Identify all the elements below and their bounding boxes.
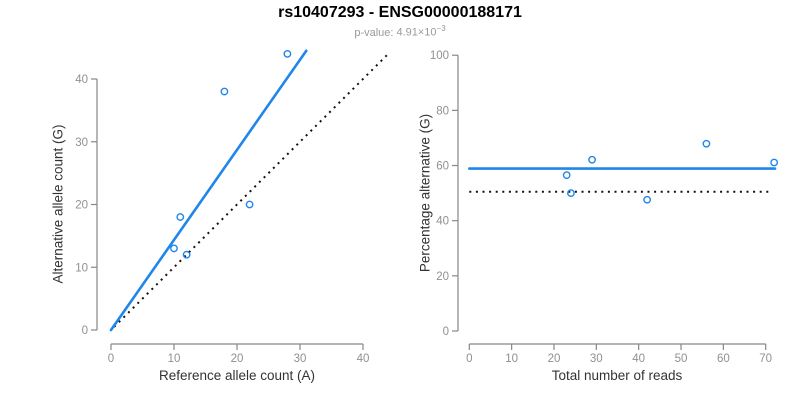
pvalue-label: p-value:: [354, 26, 394, 39]
data-point-left: [245, 200, 254, 209]
y-tick-label-right: 40: [436, 216, 449, 228]
y-tick-label-right: 80: [436, 105, 449, 117]
y-tick-label-left: 30: [75, 137, 88, 149]
y-tick-label-left: 40: [75, 74, 88, 86]
y-tick-label-right: 0: [443, 326, 449, 338]
y-tick-label-left: 0: [82, 325, 88, 337]
data-point-right: [567, 189, 575, 198]
plot-subtitle: p-value: 4.91×10−3: [0, 24, 800, 39]
x-axis-label-right: Total number of reads: [551, 368, 683, 383]
data-point-right: [770, 158, 779, 167]
data-point-right: [643, 195, 652, 204]
pvalue-exponent: −3: [436, 24, 446, 33]
data-point-left: [176, 213, 185, 221]
x-tick-label-right: 10: [505, 353, 518, 365]
plot-title: rs10407293 - ENSG00000188171: [278, 4, 522, 21]
y-tick-label-right: 20: [436, 271, 449, 283]
x-tick-label-left: 0: [108, 353, 114, 365]
data-point-left: [182, 250, 191, 259]
data-point-left: [283, 50, 292, 58]
x-tick-label-right: 20: [548, 353, 561, 365]
x-tick-label-right: 0: [466, 353, 472, 365]
x-tick-label-left: 40: [357, 353, 370, 365]
x-tick-label-left: 10: [168, 353, 181, 365]
data-point-left: [170, 244, 178, 253]
x-axis-label-left: Reference allele count (A): [158, 368, 316, 383]
fit-line-left: [109, 49, 308, 332]
data-point-right: [562, 171, 571, 180]
x-tick-label-right: 50: [675, 353, 688, 365]
pvalue-base: 4.91×10: [396, 26, 437, 39]
x-tick-label-left: 20: [231, 353, 244, 365]
data-point-left: [220, 87, 229, 96]
y-tick-label-left: 10: [75, 262, 88, 274]
x-tick-label-right: 60: [717, 353, 730, 365]
x-tick-label-right: 40: [632, 353, 645, 365]
y-tick-label-right: 100: [430, 50, 449, 62]
x-tick-label-left: 30: [294, 353, 307, 365]
x-tick-label-right: 70: [759, 353, 772, 365]
y-tick-label-left: 20: [75, 200, 88, 212]
data-point-right: [588, 155, 596, 164]
x-tick-label-right: 30: [590, 353, 603, 365]
y-axis-label-left: Alternative allele count (G): [50, 124, 66, 284]
y-axis-label-right: Percentage alternative (G): [417, 113, 433, 273]
identity-line-left: [113, 54, 388, 328]
y-tick-label-right: 60: [436, 161, 449, 173]
data-point-right: [702, 139, 711, 148]
